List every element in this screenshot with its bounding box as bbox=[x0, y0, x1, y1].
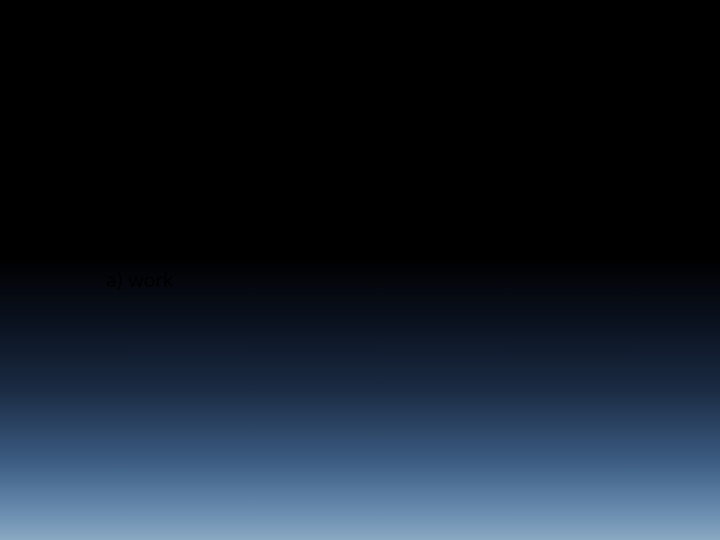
answer-label: Answer: bbox=[32, 238, 105, 265]
option-b: b) displacement bbox=[106, 148, 249, 175]
slide: What does the area under the curve on a … bbox=[0, 0, 720, 540]
question-text: What does the area under the curve on a … bbox=[32, 24, 600, 51]
answer-value: a) work bbox=[106, 266, 173, 293]
option-a: a) work bbox=[106, 86, 173, 113]
